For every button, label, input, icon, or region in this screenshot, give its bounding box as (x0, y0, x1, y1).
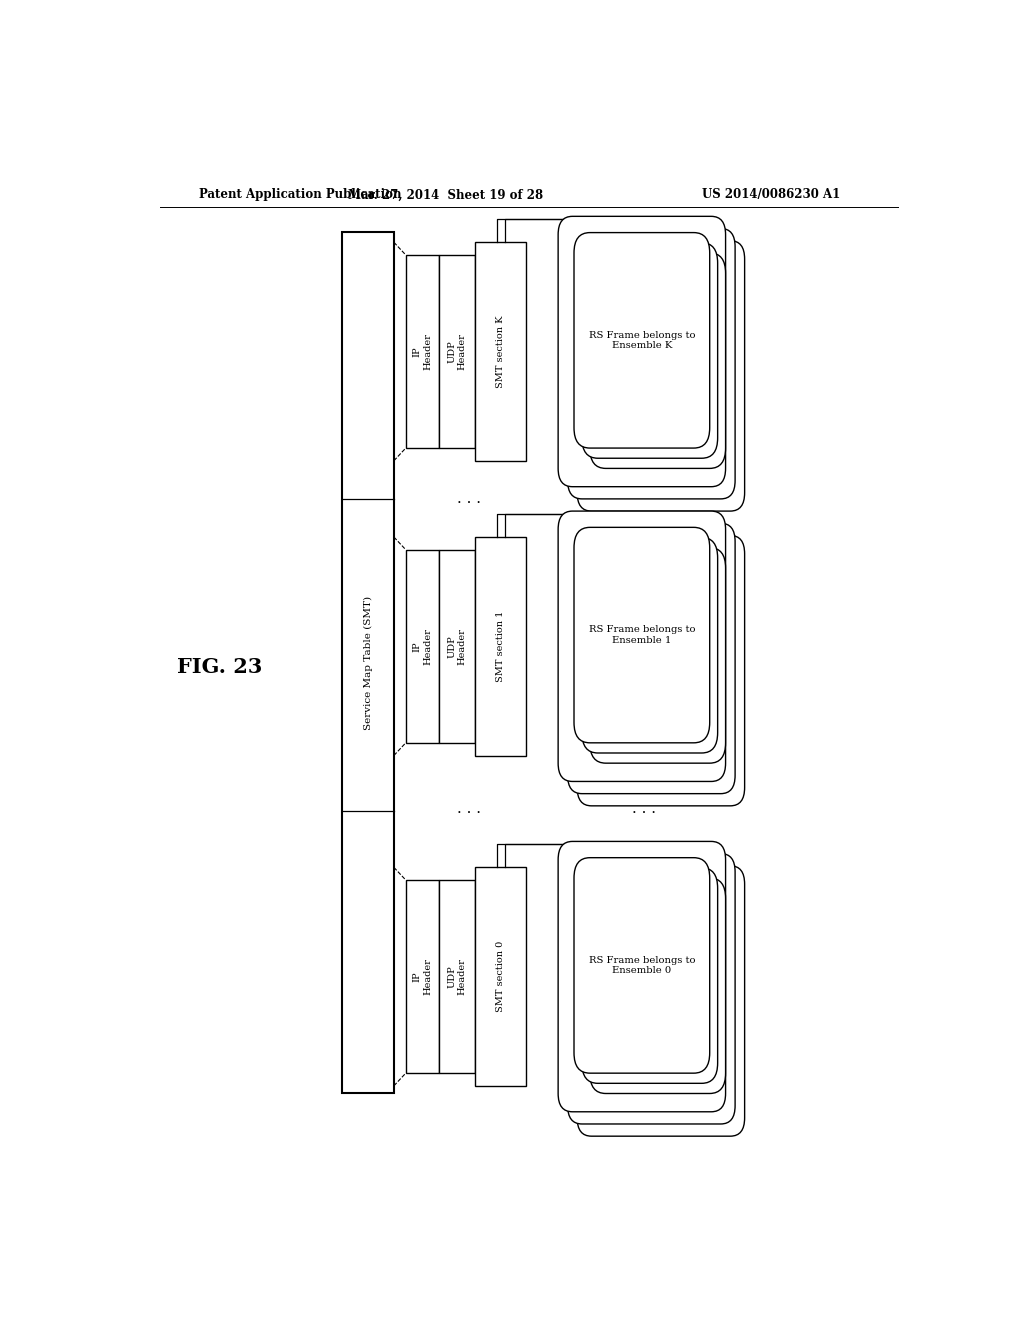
Text: SMT section 0: SMT section 0 (496, 941, 505, 1012)
FancyBboxPatch shape (475, 867, 526, 1086)
FancyBboxPatch shape (567, 523, 735, 793)
Text: RS Frame belongs to
Ensemble 1: RS Frame belongs to Ensemble 1 (589, 626, 695, 644)
FancyBboxPatch shape (582, 537, 718, 752)
Text: FIG. 23: FIG. 23 (176, 656, 262, 677)
FancyBboxPatch shape (582, 867, 718, 1084)
FancyBboxPatch shape (578, 866, 744, 1137)
FancyBboxPatch shape (567, 228, 735, 499)
Text: SMT section 1: SMT section 1 (496, 611, 505, 682)
FancyBboxPatch shape (342, 231, 394, 1093)
Text: . . .: . . . (458, 492, 481, 506)
Text: Ensemble K: Ensemble K (610, 436, 673, 444)
Text: IP
Header: IP Header (413, 628, 432, 665)
FancyBboxPatch shape (406, 549, 439, 743)
FancyBboxPatch shape (574, 232, 710, 447)
FancyBboxPatch shape (439, 880, 475, 1073)
FancyBboxPatch shape (475, 243, 526, 461)
Text: UDP
Header: UDP Header (447, 628, 467, 665)
Text: . . .: . . . (632, 801, 655, 816)
FancyBboxPatch shape (558, 841, 726, 1111)
FancyBboxPatch shape (439, 549, 475, 743)
FancyBboxPatch shape (475, 537, 526, 755)
Text: IP
Header: IP Header (413, 958, 432, 995)
Text: Mar. 27, 2014  Sheet 19 of 28: Mar. 27, 2014 Sheet 19 of 28 (348, 189, 543, 202)
FancyBboxPatch shape (582, 243, 718, 458)
FancyBboxPatch shape (558, 511, 726, 781)
FancyBboxPatch shape (590, 253, 726, 469)
FancyBboxPatch shape (578, 536, 744, 805)
Text: RS Frame belongs to
Ensemble 0: RS Frame belongs to Ensemble 0 (589, 956, 695, 975)
Text: Service Map Table (SMT): Service Map Table (SMT) (364, 595, 373, 730)
Text: UDP
Header: UDP Header (447, 958, 467, 995)
FancyBboxPatch shape (439, 255, 475, 447)
Text: . . .: . . . (458, 801, 481, 816)
Text: Ensemble 1: Ensemble 1 (611, 730, 673, 739)
FancyBboxPatch shape (590, 878, 726, 1093)
Text: Patent Application Publication: Patent Application Publication (200, 189, 402, 202)
FancyBboxPatch shape (574, 528, 710, 743)
Text: SMT section K: SMT section K (496, 315, 505, 388)
FancyBboxPatch shape (590, 548, 726, 763)
FancyBboxPatch shape (574, 858, 710, 1073)
Text: . . .: . . . (632, 492, 655, 506)
FancyBboxPatch shape (406, 255, 439, 447)
Text: UDP
Header: UDP Header (447, 333, 467, 370)
FancyBboxPatch shape (406, 880, 439, 1073)
Text: Ensemble 0: Ensemble 0 (611, 1060, 673, 1069)
Text: IP
Header: IP Header (413, 333, 432, 370)
FancyBboxPatch shape (558, 216, 726, 487)
Text: RS Frame belongs to
Ensemble K: RS Frame belongs to Ensemble K (589, 330, 695, 350)
Text: US 2014/0086230 A1: US 2014/0086230 A1 (701, 189, 840, 202)
FancyBboxPatch shape (567, 854, 735, 1125)
FancyBboxPatch shape (578, 240, 744, 511)
